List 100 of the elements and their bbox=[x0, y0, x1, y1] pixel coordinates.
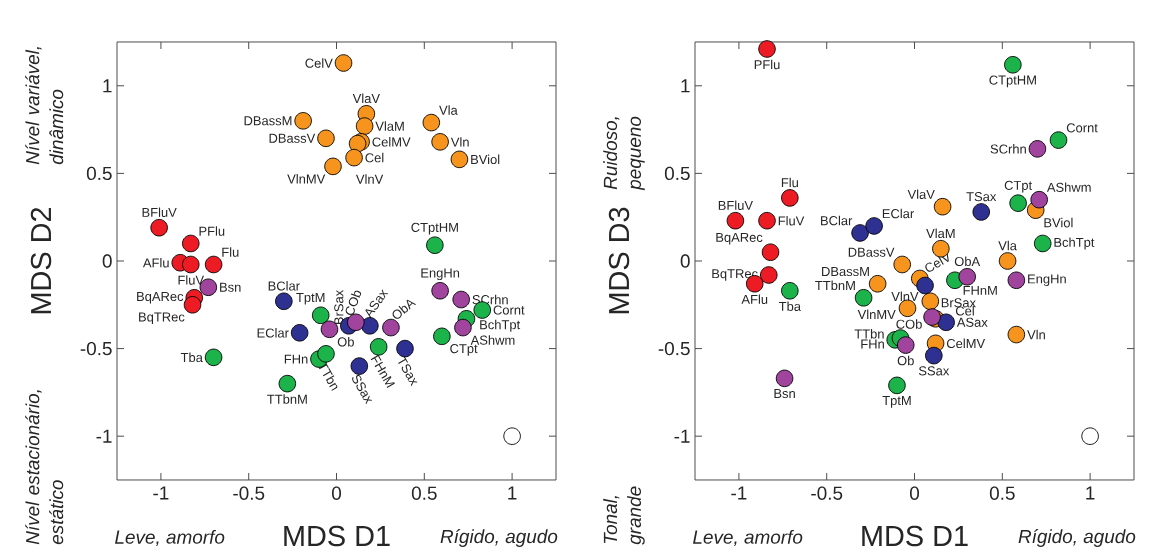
point bbox=[275, 292, 293, 311]
data-label: VlnV bbox=[891, 291, 919, 301]
data-label: ObA bbox=[954, 256, 981, 267]
point bbox=[422, 113, 441, 132]
y-axis-title: MDS D2 bbox=[30, 207, 52, 314]
point bbox=[1030, 190, 1048, 209]
point bbox=[760, 266, 778, 284]
point bbox=[150, 218, 168, 237]
data-label: FluV bbox=[178, 275, 205, 285]
data-label: EngHn bbox=[1028, 274, 1066, 287]
data-label: Flu bbox=[222, 247, 239, 257]
point bbox=[290, 324, 309, 342]
data-label: Cel bbox=[955, 306, 974, 316]
y-tick-label: 0 bbox=[680, 254, 690, 268]
x-tick-label: 0 bbox=[331, 486, 342, 500]
data-label: AFlu bbox=[142, 257, 169, 268]
data-label: BqTRec bbox=[139, 312, 185, 325]
data-label: TTbnM bbox=[267, 394, 307, 404]
data-label: Tba bbox=[778, 301, 801, 311]
data-label: Bsn bbox=[220, 282, 241, 292]
x-tick-label: 1 bbox=[508, 486, 517, 500]
data-label: Tba bbox=[180, 352, 203, 363]
point bbox=[324, 157, 342, 176]
point bbox=[396, 339, 414, 358]
point bbox=[345, 148, 363, 167]
x-tick-label: -0.5 bbox=[233, 486, 265, 500]
data-label: TptM bbox=[296, 293, 325, 305]
data-label: EClar bbox=[257, 328, 289, 338]
data-label: VlnMV bbox=[857, 309, 896, 319]
point bbox=[503, 427, 521, 445]
text: Leve, amorfo bbox=[693, 529, 803, 547]
point bbox=[204, 348, 223, 367]
point bbox=[317, 129, 335, 148]
point bbox=[921, 292, 940, 311]
data-label: TptM bbox=[882, 396, 911, 408]
y-tick-label: 0 bbox=[102, 254, 112, 268]
text: Nível estacionário, estático bbox=[25, 390, 64, 545]
data-label: SSax bbox=[918, 366, 950, 376]
point bbox=[888, 376, 906, 395]
point bbox=[781, 189, 799, 207]
data-label: CelMV bbox=[372, 137, 411, 147]
point bbox=[452, 290, 470, 309]
data-label: CelV bbox=[305, 58, 333, 68]
point bbox=[925, 346, 943, 365]
data-label: TTbnM bbox=[815, 280, 855, 291]
data-label: TSax bbox=[966, 192, 997, 202]
data-label: PFlu bbox=[754, 59, 780, 70]
data-label: VlaV bbox=[352, 93, 380, 104]
data-label: AShwm bbox=[1046, 182, 1091, 192]
point bbox=[278, 374, 297, 393]
point bbox=[369, 338, 388, 356]
text: Tonal, grande bbox=[603, 486, 645, 545]
point bbox=[294, 112, 312, 130]
data-label: CelMV bbox=[946, 338, 986, 349]
y-tick-label: -0.5 bbox=[658, 341, 690, 356]
data-label: CTptHM bbox=[989, 75, 1036, 88]
data-label: TTbn bbox=[854, 329, 884, 339]
point bbox=[431, 282, 449, 300]
point bbox=[893, 255, 911, 274]
data-label: FHnM bbox=[963, 285, 997, 295]
data-label: BFluV bbox=[718, 200, 753, 210]
data-label: Bsn bbox=[774, 389, 795, 399]
point bbox=[1009, 194, 1027, 212]
data-label: CelV bbox=[925, 251, 949, 272]
x-tick-label: 0.5 bbox=[989, 486, 1015, 500]
data-label: FHn bbox=[284, 354, 308, 364]
point bbox=[726, 211, 745, 230]
point bbox=[998, 252, 1017, 270]
point bbox=[433, 327, 451, 346]
data-label: PFlu bbox=[199, 226, 225, 236]
data-label: COb bbox=[345, 290, 362, 316]
x-tick-label: -1 bbox=[731, 486, 747, 500]
data-label: DBassM bbox=[244, 116, 292, 126]
point bbox=[958, 268, 976, 286]
data-label: CTpt bbox=[1004, 180, 1033, 193]
point bbox=[382, 318, 400, 337]
point bbox=[334, 54, 353, 72]
data-label: BqARec bbox=[137, 291, 184, 304]
text: Nível variável, dinâmico bbox=[25, 47, 64, 165]
point bbox=[868, 275, 887, 293]
data-label: DBassV bbox=[848, 247, 895, 257]
data-label: COb bbox=[896, 319, 922, 329]
data-label: CTptHM bbox=[411, 222, 458, 235]
point bbox=[454, 318, 472, 337]
data-label: BViol bbox=[471, 154, 500, 165]
point bbox=[1007, 271, 1026, 290]
point bbox=[204, 255, 223, 274]
text: Ruidoso, pequeno bbox=[603, 116, 645, 191]
point bbox=[972, 203, 990, 221]
point bbox=[182, 234, 200, 253]
data-label: EClar bbox=[882, 208, 914, 219]
data-label: FluV bbox=[778, 215, 805, 226]
point bbox=[896, 336, 915, 354]
data-label: Ob bbox=[897, 355, 914, 366]
point bbox=[1049, 131, 1068, 149]
data-label: VlaM bbox=[375, 121, 404, 131]
data-label: FHn bbox=[861, 339, 884, 349]
data-label: Ob bbox=[337, 337, 354, 347]
text: Rígido, agudo bbox=[440, 529, 558, 547]
point bbox=[317, 345, 335, 363]
